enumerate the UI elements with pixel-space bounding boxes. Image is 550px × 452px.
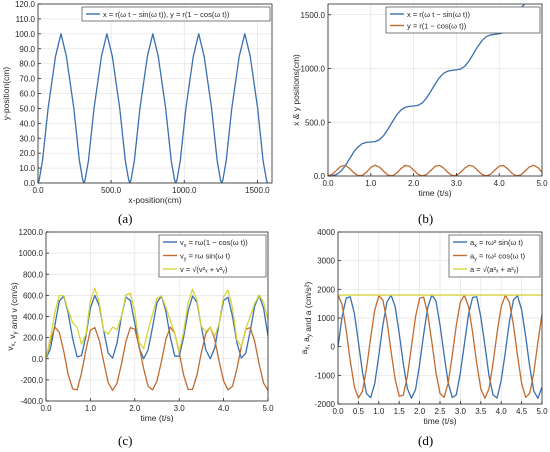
y-tick-label: 60.0 (19, 90, 35, 99)
y-tick-label: 600.0 (23, 291, 44, 300)
y-tick-label: -400.0 (20, 397, 43, 406)
y-tick-label: 50.0 (19, 104, 35, 113)
y-tick-label: 40.0 (19, 119, 35, 128)
x-axis-label: time (t/s) (140, 413, 173, 423)
x-tick-label: 1500.0 (245, 186, 270, 195)
x-tick-label: 500.0 (101, 186, 122, 195)
legend-label-1: x = r(ω t − sin(ω t)), y = r(1 − cos(ω t… (103, 10, 230, 19)
x-tick-label: 3.5 (475, 407, 487, 416)
panel-label-d: (d) (418, 433, 434, 448)
x-tick-label: 3.0 (451, 179, 463, 188)
y-tick-label: 10.0 (19, 164, 35, 173)
y-tick-label: 1000.0 (19, 249, 44, 258)
x-tick-label: 2.5 (434, 407, 446, 416)
y-tick-label: 20.0 (19, 149, 35, 158)
y-tick-label: 400.0 (23, 313, 44, 322)
y-tick-label: 70.0 (19, 75, 35, 84)
y-tick-label: 1000 (317, 314, 335, 323)
series-line-3 (46, 287, 268, 359)
y-tick-label: 0.0 (24, 179, 36, 188)
x-tick-label: 0.0 (332, 407, 344, 416)
x-tick-label: 1000.0 (172, 186, 197, 195)
y-tick-label: 4000 (317, 228, 335, 237)
x-tick-label: 5.0 (262, 404, 274, 413)
y-axis-label: vx, vy and v (cm/s) (5, 282, 19, 351)
x-tick-label: 1.0 (365, 179, 377, 188)
x-tick-label: 3.0 (174, 404, 186, 413)
series-line-1 (38, 33, 269, 183)
chart-panel-c: 0.0 1.0 2.0 3.0 4.0 5.0 -400.0 -200.0 0.0 200.0 40… (5, 228, 274, 423)
axes-frame (327, 3, 543, 177)
y-tick-label: -2000 (315, 400, 336, 409)
x-tick-label: 4.5 (516, 407, 528, 416)
legend-label-1: vx = rω(1 − cos(ω t)) (180, 238, 248, 249)
x-tick-label: 2.0 (129, 404, 141, 413)
y-axis-label: x & y positions(cm) (291, 54, 301, 126)
y-tick-label: -1000 (315, 371, 336, 380)
x-tick-label: 0.0 (32, 186, 44, 195)
legend-label-2: y = r(1 − cos(ω t)) (407, 22, 467, 31)
x-tick-label: 1.5 (394, 407, 406, 416)
chart-panel-d: 0.0 0.5 1.0 1.5 2.0 2.5 3.0 3.5 4.0 4.5 5.0 -2000 -1… (299, 228, 548, 426)
legend-label-1: x = r(ω t − sin(ω t)) (407, 10, 470, 19)
x-tick-label: 0.5 (353, 407, 365, 416)
legend-box (81, 6, 271, 22)
x-axis-label: time (t/s) (423, 416, 456, 426)
y-tick-label: 500.0 (305, 118, 326, 127)
x-tick-label: 4.0 (218, 404, 230, 413)
y-axis-label: ax, ay and a (cm/s²) (299, 282, 313, 355)
y-tick-label: 200.0 (23, 334, 44, 343)
legend-label-1: ax = rω² sin(ω t) (470, 238, 524, 249)
legend-box (385, 6, 541, 34)
x-tick-label: 0.0 (40, 404, 52, 413)
panel-label-b: (b) (418, 211, 434, 226)
series-group (46, 287, 268, 392)
x-tick-label: 1.0 (373, 407, 385, 416)
panel-label-c: (c) (118, 433, 133, 448)
y-tick-label: -200.0 (20, 376, 43, 385)
y-tick-label: 1000.0 (301, 65, 326, 74)
y-tick-label: 80.0 (19, 60, 35, 69)
x-tick-label: 5.0 (536, 179, 548, 188)
legend-label-3: a = √(a²ₓ + a²ᵧ) (470, 265, 519, 274)
series-line-1 (338, 294, 542, 399)
x-tick-label: 4.0 (496, 407, 508, 416)
series-group (38, 33, 269, 183)
y-tick-label: 2000 (317, 285, 335, 294)
x-tick-label: 4.0 (494, 179, 506, 188)
x-tick-label: 5.0 (536, 407, 548, 416)
y-tick-label: 110.0 (16, 15, 36, 24)
y-tick-label: 1500.0 (301, 11, 326, 20)
series-line-2 (328, 164, 542, 176)
y-axis-label: y-position(cm) (1, 67, 11, 121)
y-tick-label: 1200.0 (19, 228, 44, 237)
series-line-2 (46, 326, 268, 392)
y-tick-label: 120.0 (15, 0, 36, 9)
y-tick-label: 3000 (317, 257, 335, 266)
panel-label-a: (a) (118, 211, 133, 226)
legend-label-2: ay = rω² cos(ω t) (470, 252, 526, 263)
y-tick-label: 100.0 (15, 30, 36, 39)
y-tick-label: 30.0 (19, 134, 35, 143)
legend-label-3: v = √(v²ₓ + v²ᵧ) (180, 265, 228, 274)
x-tick-label: 2.0 (414, 407, 426, 416)
x-tick-label: 1.0 (85, 404, 97, 413)
x-axis-label: x-position(cm) (128, 195, 182, 205)
y-tick-label: 800.0 (23, 270, 44, 279)
y-tick-label: 0 (331, 343, 336, 352)
x-axis-label: time (t/s) (418, 188, 451, 198)
series-group (338, 294, 542, 399)
x-tick-label: 0.0 (322, 179, 334, 188)
chart-panel-b: 0.0 1.0 2.0 3.0 4.0 5.0 0.0 500.0 1000.0 1500.0 ti… (291, 3, 548, 198)
legend-label-2: vy = rω sin(ω t) (180, 252, 231, 263)
y-tick-label: 0.0 (314, 172, 326, 181)
y-tick-label: 90.0 (19, 45, 35, 54)
y-tick-label: 0.0 (32, 355, 44, 364)
x-tick-label: 2.0 (408, 179, 420, 188)
series-line-1 (46, 294, 268, 360)
series-line-2 (338, 294, 542, 399)
chart-panel-a: 0.0 500.0 1000.0 1500.0 0.0 10.0 20.0 30.0 40.0 5… (1, 0, 273, 205)
x-tick-label: 3.0 (455, 407, 467, 416)
